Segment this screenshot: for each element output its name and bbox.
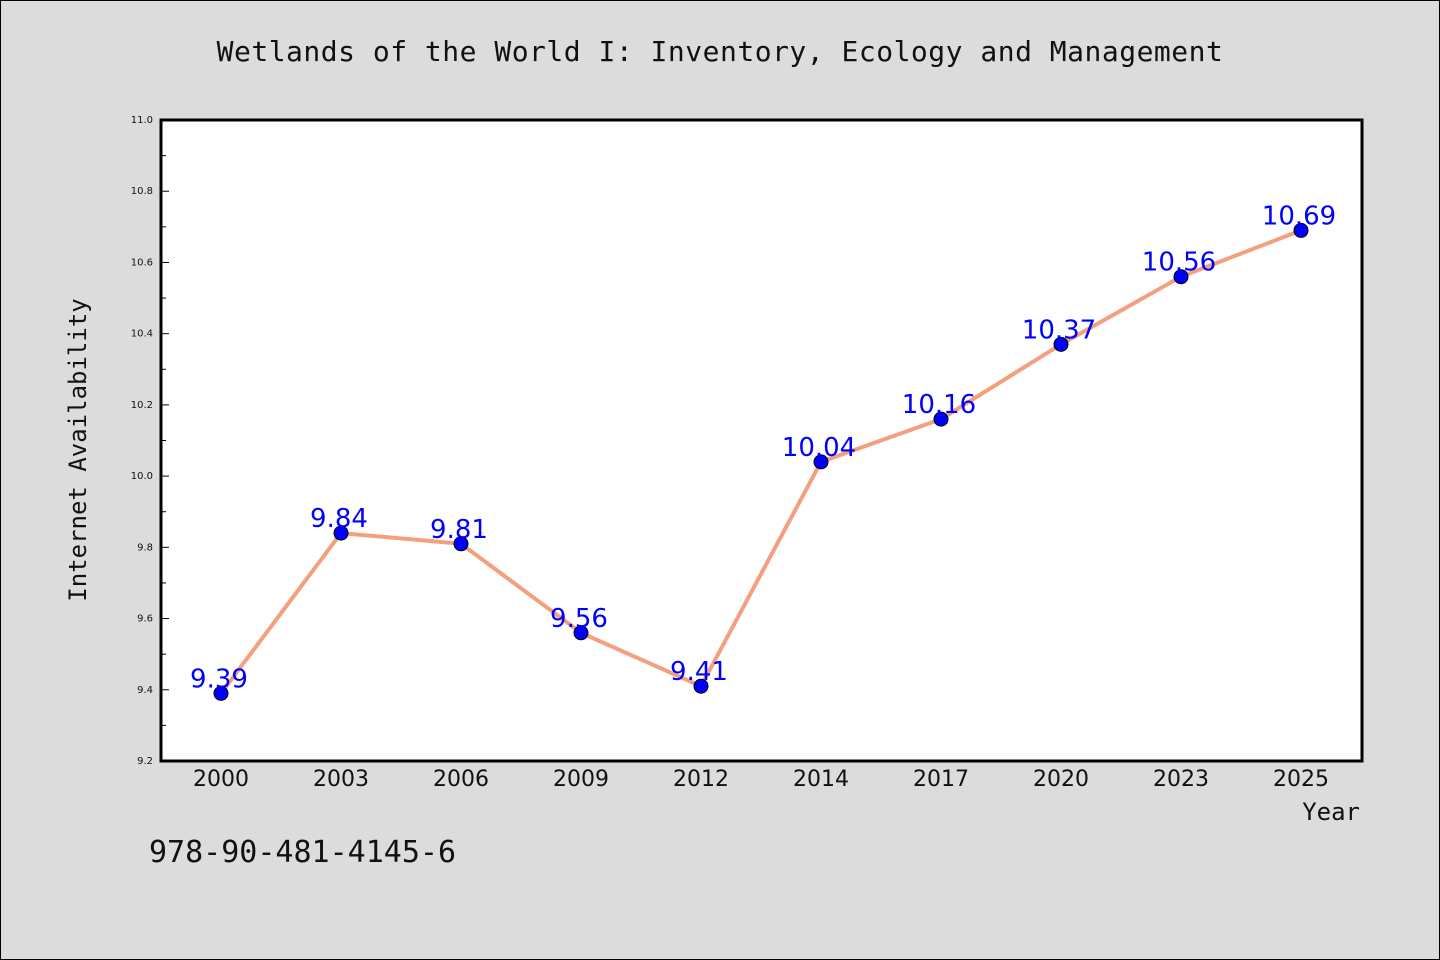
data-point xyxy=(813,454,829,470)
x-tick-label: 2006 xyxy=(433,767,489,792)
x-tick-label: 2017 xyxy=(913,767,969,792)
data-point xyxy=(333,525,349,541)
data-label: 10.69 xyxy=(1262,201,1336,231)
x-tick-label: 2000 xyxy=(193,767,249,792)
data-label: 9.81 xyxy=(430,515,488,545)
x-tick-label: 2025 xyxy=(1273,767,1329,792)
y-tick-label: 9.4 xyxy=(137,685,153,696)
x-tick-label: 2020 xyxy=(1033,767,1089,792)
y-tick-label: 11.0 xyxy=(131,115,153,126)
y-tick-label: 9.2 xyxy=(137,756,153,767)
y-tick-label: 9.8 xyxy=(137,542,153,553)
data-label-group: 9.39 9.84 9.81 9.56 9.41 10.04 10.16 10.37 10.56… xyxy=(190,201,1336,694)
data-label: 9.84 xyxy=(310,504,368,534)
y-axis-ticks: 9.2 9.4 9.6 9.8 10.0 10.2 10.4 10.6 10.8 11.0 xyxy=(131,115,169,767)
data-point xyxy=(1173,269,1189,285)
y-tick-label: 10.8 xyxy=(131,186,153,197)
data-label: 10.56 xyxy=(1142,248,1216,278)
data-label: 9.56 xyxy=(550,604,608,634)
x-axis-ticks: 2000 2003 2006 2009 2012 2014 2017 2020 2023 2025 xyxy=(193,767,1329,792)
y-tick-label: 10.0 xyxy=(131,471,153,482)
marker-group xyxy=(213,222,1309,701)
data-label: 10.37 xyxy=(1022,315,1096,345)
data-label: 9.41 xyxy=(670,657,728,687)
y-tick-label: 10.6 xyxy=(131,257,153,268)
x-axis-title: Year xyxy=(1302,798,1360,826)
x-tick-label: 2003 xyxy=(313,767,369,792)
chart-title: Wetlands of the World I: Inventory, Ecol… xyxy=(216,35,1224,68)
data-label: 10.04 xyxy=(782,433,856,463)
y-axis-title: Internet Availability xyxy=(64,298,92,601)
y-tick-label: 10.4 xyxy=(131,329,153,340)
data-point xyxy=(1053,336,1069,352)
data-point xyxy=(1293,222,1309,238)
data-point xyxy=(573,625,589,641)
data-label: 10.16 xyxy=(902,390,976,420)
plot-area xyxy=(159,118,1364,763)
y-tick-label: 9.6 xyxy=(137,614,153,625)
data-point xyxy=(693,678,709,694)
data-point xyxy=(933,411,949,427)
x-tick-label: 2009 xyxy=(553,767,609,792)
x-tick-label: 2023 xyxy=(1153,767,1209,792)
data-point xyxy=(213,685,229,701)
data-label: 9.39 xyxy=(190,664,248,694)
y-tick-label: 10.2 xyxy=(131,400,153,411)
x-tick-label: 2014 xyxy=(793,767,849,792)
data-point xyxy=(453,536,469,552)
x-tick-label: 2012 xyxy=(673,767,729,792)
isbn-footnote: 978-90-481-4145-6 xyxy=(149,835,457,870)
series-line xyxy=(219,228,1303,696)
series-line-group xyxy=(219,228,1303,696)
